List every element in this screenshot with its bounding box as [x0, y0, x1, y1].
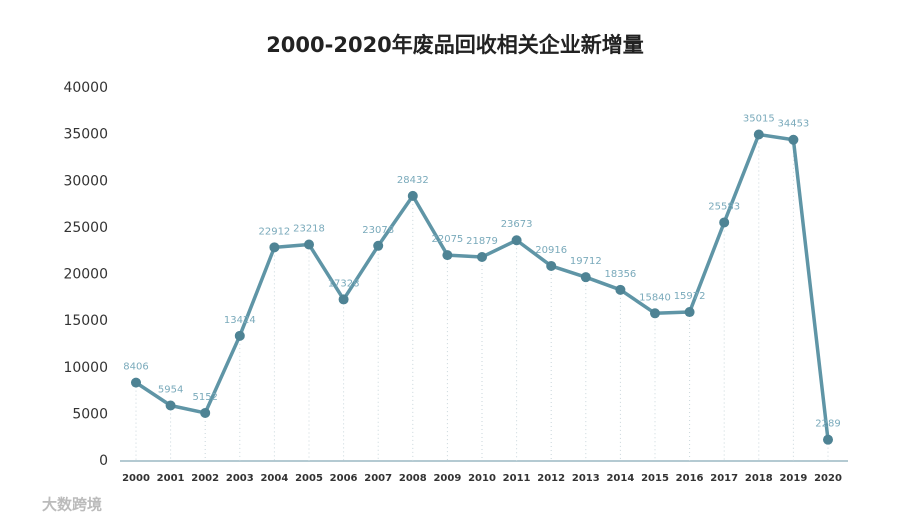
x-tick-label: 2005 — [295, 473, 323, 484]
value-label: 5954 — [158, 384, 183, 395]
x-tick-label: 2004 — [260, 473, 288, 484]
y-tick-label: 30000 — [63, 173, 108, 189]
point — [823, 434, 833, 445]
y-tick-label: 40000 — [63, 80, 108, 96]
value-label: 28432 — [397, 175, 429, 186]
point — [200, 407, 211, 418]
value-label: 35015 — [743, 113, 775, 124]
point — [304, 239, 314, 250]
value-label: 34453 — [777, 119, 809, 130]
x-tick-label: 2002 — [191, 473, 219, 484]
value-label: 15972 — [674, 291, 706, 302]
value-label: 2289 — [815, 419, 840, 430]
x-tick-label: 2000 — [122, 473, 150, 484]
x-tick-label: 2020 — [814, 473, 842, 484]
value-label: 18356 — [604, 269, 636, 280]
value-label: 23673 — [501, 219, 533, 230]
y-tick-label: 10000 — [63, 360, 108, 376]
x-tick-label: 2017 — [710, 473, 738, 484]
value-label: 22912 — [258, 226, 290, 237]
value-label: 17328 — [328, 278, 360, 289]
x-tick-label: 2007 — [364, 473, 392, 484]
x-tick-label: 2006 — [330, 473, 358, 484]
x-tick-label: 2012 — [537, 473, 565, 484]
value-label: 23078 — [362, 225, 394, 236]
x-tick-label: 2003 — [226, 473, 254, 484]
point — [511, 235, 522, 246]
chart-title: 2000-2020年废品回收相关企业新增量 — [266, 33, 644, 57]
point — [165, 400, 176, 411]
point — [407, 190, 418, 201]
y-tick-label: 15000 — [63, 313, 108, 329]
value-label: 19712 — [570, 256, 602, 267]
value-label: 23218 — [293, 223, 325, 234]
value-label: 21879 — [466, 236, 498, 247]
point — [546, 260, 557, 271]
value-label: 15840 — [639, 292, 671, 303]
point — [615, 284, 626, 295]
point — [650, 308, 660, 319]
point — [788, 134, 799, 145]
x-tick-label: 2019 — [779, 473, 807, 484]
point — [338, 294, 349, 305]
x-tick-label: 2010 — [468, 473, 496, 484]
x-tick-label: 2011 — [503, 473, 531, 484]
x-tick-label: 2001 — [157, 473, 185, 484]
x-tick-label: 2013 — [572, 473, 600, 484]
x-tick-label: 2015 — [641, 473, 669, 484]
point — [442, 250, 453, 261]
x-tick-label: 2016 — [676, 473, 704, 484]
point — [477, 251, 487, 262]
value-label: 22075 — [431, 234, 463, 245]
point — [373, 240, 384, 251]
y-tick-label: 25000 — [63, 220, 108, 236]
x-tick-label: 2018 — [745, 473, 773, 484]
point — [234, 330, 245, 341]
value-label: 20916 — [535, 245, 567, 256]
y-tick-label: 0 — [99, 453, 108, 469]
value-label: 8406 — [123, 362, 148, 373]
value-label: 5152 — [192, 392, 217, 403]
point — [753, 129, 764, 140]
value-label: 13424 — [224, 315, 256, 326]
x-tick-label: 2008 — [399, 473, 427, 484]
point — [719, 217, 730, 228]
point — [269, 242, 280, 253]
y-tick-label: 20000 — [63, 267, 108, 283]
point — [684, 307, 695, 318]
y-tick-label: 5000 — [72, 406, 108, 422]
watermark: 大数跨境 — [42, 496, 102, 514]
x-tick-label: 2009 — [433, 473, 461, 484]
value-label: 25583 — [708, 201, 740, 212]
point — [580, 272, 591, 283]
point — [131, 377, 141, 388]
y-tick-label: 35000 — [63, 127, 108, 143]
x-tick-label: 2014 — [606, 473, 634, 484]
